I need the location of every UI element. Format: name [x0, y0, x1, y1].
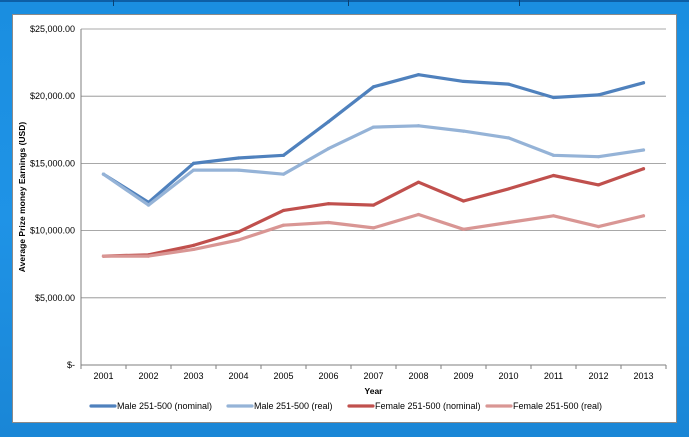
data-point	[551, 173, 556, 178]
data-point	[461, 227, 466, 231]
y-tick-label: $-	[67, 360, 75, 370]
x-tick-label: 2002	[138, 371, 158, 381]
data-point	[236, 238, 241, 242]
x-tick-label: 2005	[273, 371, 293, 381]
data-point	[416, 212, 421, 217]
data-point	[281, 172, 286, 176]
line-chart: $- $5,000.00 $10,000.00 $15,000.00 $20,000.0…	[17, 24, 667, 411]
legend-label: Male 251-500 (nominal)	[117, 401, 212, 411]
data-point	[461, 199, 466, 203]
y-tick-label: $5,000.00	[35, 293, 75, 303]
x-axis-title: Year	[365, 386, 384, 396]
x-tick-label: 2013	[633, 371, 653, 381]
data-point	[326, 220, 331, 225]
y-axis-title: Average Prize money Earnings (USD)	[17, 122, 27, 273]
data-point	[191, 247, 196, 252]
data-point	[596, 155, 601, 159]
legend-label: Male 251-500 (real)	[254, 401, 333, 411]
data-point	[281, 223, 286, 227]
series-lines	[101, 73, 646, 258]
data-point	[641, 214, 646, 218]
window-top-tick	[519, 0, 520, 6]
data-point	[326, 202, 331, 206]
data-point	[506, 220, 511, 225]
x-tick-label: 2007	[363, 371, 383, 381]
x-tick-label: 2004	[228, 371, 248, 381]
data-point	[371, 125, 376, 129]
x-tick-label: 2008	[408, 371, 428, 381]
x-tick-label: 2012	[588, 371, 608, 381]
data-point	[371, 226, 376, 230]
data-point	[551, 214, 556, 218]
window-top-tick	[113, 0, 114, 6]
data-point	[371, 203, 376, 207]
data-point	[506, 187, 511, 191]
x-tick-label: 2001	[93, 371, 113, 381]
x-tick-label: 2010	[498, 371, 518, 381]
data-point	[281, 153, 286, 157]
series-line-2	[101, 124, 646, 207]
data-point	[551, 153, 556, 157]
data-point	[191, 243, 196, 247]
data-point	[146, 254, 151, 258]
y-tick-label: $10,000.00	[30, 226, 75, 236]
gridlines	[81, 28, 666, 299]
data-point	[236, 168, 241, 172]
data-point	[641, 167, 646, 171]
data-point	[416, 124, 421, 128]
data-point	[641, 148, 646, 152]
y-tick-labels: $- $5,000.00 $10,000.00 $15,000.00 $20,000.0…	[30, 24, 75, 370]
window-top-rule	[0, 0, 689, 2]
data-point	[101, 172, 106, 176]
data-point	[596, 93, 601, 97]
x-tick-labels: 2001 2002 2003 2004 2005 2006 2007 2008 2009 2010…	[93, 371, 653, 381]
x-tick-label: 2003	[183, 371, 203, 381]
data-point	[416, 73, 421, 77]
data-point	[641, 81, 646, 85]
data-point	[596, 224, 601, 229]
data-point	[506, 82, 511, 86]
x-tick-label: 2006	[318, 371, 338, 381]
data-point	[416, 180, 421, 184]
chart-frame: $- $5,000.00 $10,000.00 $15,000.00 $20,000.0…	[12, 14, 677, 423]
x-tick-label: 2011	[544, 371, 563, 381]
series-line-3	[101, 167, 646, 258]
legend: Male 251-500 (nominal) Male 251-500 (real…	[89, 401, 602, 411]
data-point	[551, 95, 556, 100]
data-point	[101, 254, 106, 258]
data-point	[146, 203, 151, 207]
data-point	[461, 79, 466, 84]
x-tick-label: 2009	[453, 371, 473, 381]
data-point	[326, 120, 331, 124]
series-line-1	[101, 73, 646, 204]
y-tick-label: $20,000.00	[30, 91, 75, 101]
data-point	[281, 208, 286, 213]
y-tick-label: $25,000.00	[30, 24, 75, 34]
data-point	[461, 129, 466, 133]
data-point	[506, 136, 511, 140]
legend-label: Female 251-500 (real)	[513, 401, 602, 411]
data-point	[596, 183, 601, 187]
axes	[80, 29, 667, 369]
data-point	[191, 161, 196, 165]
data-point	[326, 147, 331, 151]
series-line-4	[101, 212, 646, 258]
data-point	[371, 85, 376, 89]
data-point	[236, 230, 241, 234]
window-top-tick	[348, 0, 349, 6]
data-point	[191, 168, 196, 172]
y-tick-label: $15,000.00	[30, 158, 75, 168]
data-point	[236, 156, 241, 160]
legend-label: Female 251-500 (nominal)	[375, 401, 481, 411]
